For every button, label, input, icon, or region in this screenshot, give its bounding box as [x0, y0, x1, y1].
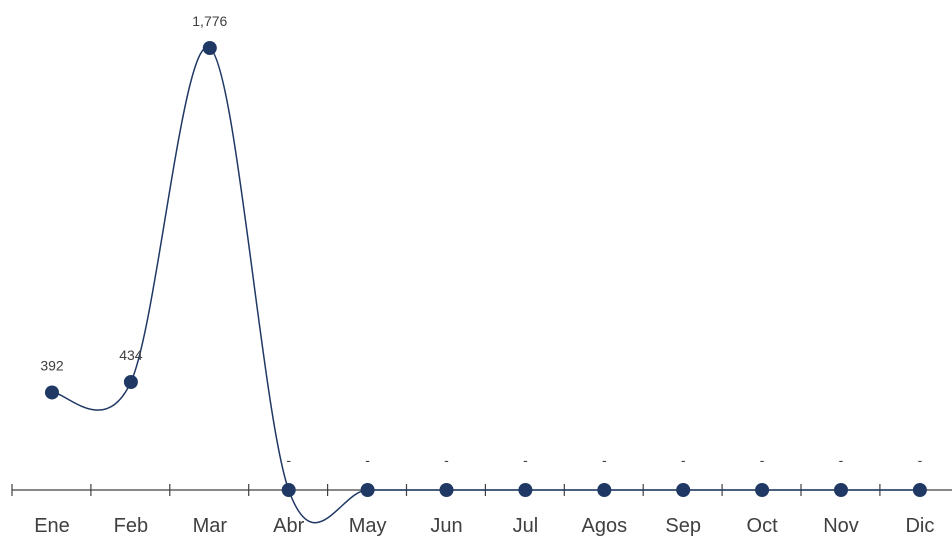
data-label-agos: -	[602, 452, 607, 468]
x-tick-label-dic: Dic	[905, 515, 934, 537]
data-point-nov	[834, 483, 848, 497]
data-label-nov: -	[839, 452, 844, 468]
data-point-sep	[676, 483, 691, 497]
x-tick-label-abr: Abr	[273, 515, 304, 537]
x-tick-labels: Ene Feb Mar Abr May Jun Jul Agos Sep Oct Nov Dic	[34, 515, 934, 537]
x-tick-label-agos: Agos	[582, 515, 628, 537]
data-point-dic	[912, 483, 927, 497]
data-label-may: -	[365, 452, 370, 468]
data-labels: 392 434 1,776 - - - - - - - - -	[40, 13, 922, 468]
x-tick-label-sep: Sep	[665, 515, 701, 537]
data-point-jun	[439, 483, 454, 497]
data-label-ene: 392	[40, 357, 64, 373]
x-tick-label-jul: Jul	[513, 515, 539, 537]
data-label-oct: -	[760, 452, 765, 468]
x-tick-label-nov: Nov	[823, 515, 859, 537]
data-point-feb	[123, 374, 138, 389]
x-tick-label-feb: Feb	[114, 515, 148, 537]
data-label-dic: -	[918, 452, 923, 468]
data-point-may	[360, 483, 375, 497]
data-point-abr	[281, 483, 296, 497]
series-line	[51, 46, 920, 524]
data-point-mar	[202, 41, 217, 55]
data-label-jul: -	[523, 452, 528, 468]
series-line-group	[51, 46, 920, 524]
data-label-sep: -	[681, 452, 686, 468]
data-point-ene	[45, 385, 59, 400]
x-tick-label-may: May	[349, 515, 387, 537]
data-label-feb: 434	[119, 347, 143, 363]
x-tick-label-oct: Oct	[747, 515, 779, 537]
x-tick-label-mar: Mar	[193, 515, 228, 537]
data-label-mar: 1,776	[192, 13, 227, 29]
x-tick-label-ene: Ene	[34, 515, 70, 537]
data-point-jul	[518, 483, 533, 497]
data-label-jun: -	[444, 452, 449, 468]
data-label-abr: -	[286, 452, 291, 468]
data-point-agos	[597, 483, 612, 497]
data-points	[45, 41, 927, 497]
x-tick-label-jun: Jun	[430, 515, 462, 537]
data-point-oct	[755, 483, 770, 497]
